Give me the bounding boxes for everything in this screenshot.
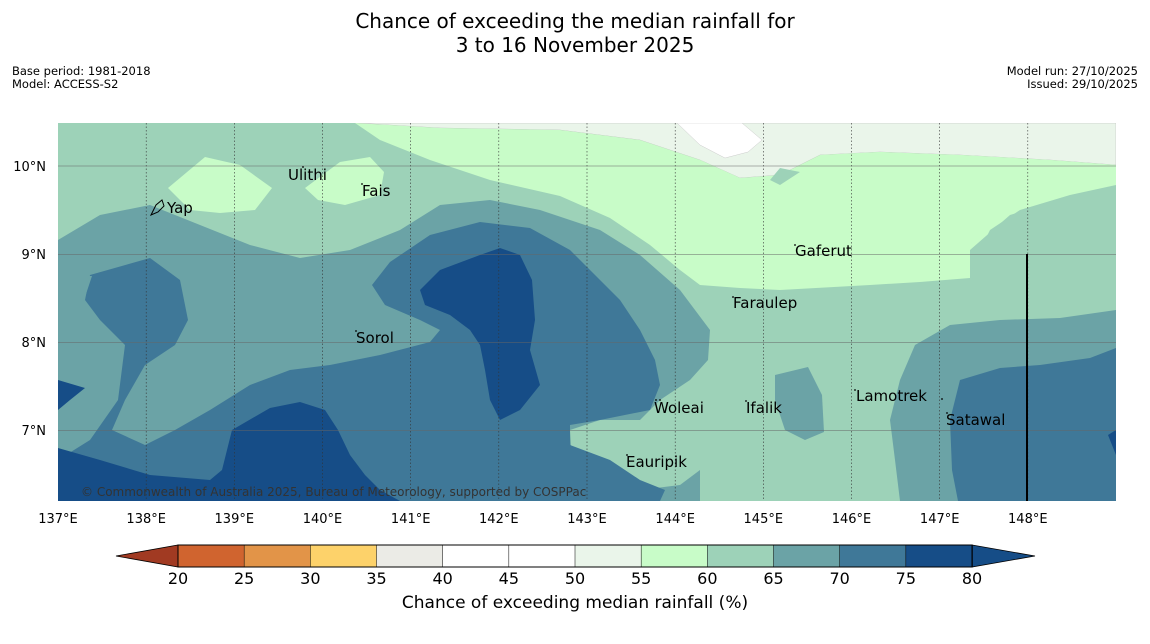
colorbar-tick-label: 35 xyxy=(366,569,386,588)
place-label-yap: Yap xyxy=(166,199,193,217)
lon-tick: 146°E xyxy=(832,512,872,527)
lon-tick: 138°E xyxy=(126,512,166,527)
colorbar-cell xyxy=(640,544,709,568)
yap-island-icon xyxy=(149,199,165,216)
model-name: Model: ACCESS-S2 xyxy=(12,77,119,91)
place-label-fais: Fais xyxy=(362,182,391,200)
lon-tick: 144°E xyxy=(655,512,695,527)
latitude-gridlines xyxy=(58,165,1116,431)
metadata-left: Base period: 1981-2018 Model: ACCESS-S2 xyxy=(12,65,151,91)
contour-band-80-plus-central xyxy=(420,248,540,420)
lon-tick: 145°E xyxy=(744,512,784,527)
place-label-woleai: Woleai xyxy=(654,399,704,417)
latitude-axis: 10°N 9°N 8°N 7°N xyxy=(13,160,46,439)
colorbar-tick-label: 40 xyxy=(432,569,452,588)
colorbar-cell xyxy=(243,544,312,568)
contour-band-70-75-ifalik xyxy=(775,367,824,440)
lat-tick: 9°N xyxy=(22,248,47,263)
colorbar-low-extend xyxy=(115,544,179,568)
issued-date: Issued: 29/10/2025 xyxy=(1027,77,1138,91)
colorbar-tick-label: 25 xyxy=(234,569,254,588)
colorbar-cell xyxy=(310,544,378,568)
colorbar-tick-label: 50 xyxy=(565,569,585,588)
contour-band-50-55 xyxy=(676,123,763,159)
colorbar-frame xyxy=(177,544,973,568)
colorbar-cell xyxy=(905,544,973,568)
lon-tick: 139°E xyxy=(215,512,255,527)
place-label-ulithi: Ulithi xyxy=(288,166,327,184)
colorbar-cells xyxy=(177,544,973,568)
colorbar-tick-label: 80 xyxy=(962,569,982,588)
title-line-1: Chance of exceeding the median rainfall … xyxy=(355,9,795,33)
place-label-satawal: Satawal xyxy=(946,411,1005,429)
colorbar-label: Chance of exceeding median rainfall (%) xyxy=(401,593,749,613)
map-area: Yap Ulithi Fais Sorol Gaferut Faraulep W… xyxy=(58,123,1116,501)
colorbar-tick-label: 70 xyxy=(829,569,849,588)
colorbar-tick-label: 30 xyxy=(300,569,320,588)
lon-tick: 142°E xyxy=(479,512,519,527)
model-run: Model run: 27/10/2025 xyxy=(1006,64,1138,78)
colorbar-cell xyxy=(177,544,245,568)
colorbar-tick-label: 45 xyxy=(499,569,519,588)
place-label-gaferut: Gaferut xyxy=(795,242,852,260)
colorbar-cell xyxy=(442,544,510,568)
place-label-sorol: Sorol xyxy=(356,329,394,347)
lat-tick: 7°N xyxy=(22,424,47,439)
lon-tick: 137°E xyxy=(38,512,78,527)
longitude-axis: 137°E 138°E 139°E 140°E 141°E 142°E 143°… xyxy=(38,512,1047,527)
lon-tick: 147°E xyxy=(920,512,960,527)
colorbar-tick-label: 55 xyxy=(631,569,651,588)
colorbar-cell xyxy=(773,544,841,568)
colorbar-tick-label: 60 xyxy=(697,569,717,588)
colorbar-cell xyxy=(376,544,444,568)
base-period: Base period: 1981-2018 xyxy=(12,64,151,78)
contour-band-60-65-yap xyxy=(168,157,272,213)
lat-tick: 8°N xyxy=(22,336,47,351)
metadata-right: Model run: 27/10/2025 Issued: 29/10/2025 xyxy=(1007,65,1138,91)
lon-tick: 143°E xyxy=(567,512,607,527)
contour-band-60-65-fais xyxy=(305,157,384,205)
place-label-eauripik: Eauripik xyxy=(626,453,687,471)
lon-tick: 148°E xyxy=(1008,512,1048,527)
place-label-lamotrek: Lamotrek xyxy=(856,387,927,405)
colorbar-cell xyxy=(508,544,576,568)
contour-band-75-80-east xyxy=(950,348,1116,501)
lon-tick: 141°E xyxy=(391,512,431,527)
place-label-faraulep: Faraulep xyxy=(733,294,797,312)
chart-title: Chance of exceeding the median rainfall … xyxy=(0,9,1150,57)
copyright-notice: © Commonwealth of Australia 2025, Bureau… xyxy=(81,485,586,499)
colorbar-tick-label: 75 xyxy=(896,569,916,588)
colorbar-cell xyxy=(707,544,775,568)
colorbar-tick-label: 65 xyxy=(763,569,783,588)
longitude-gridlines xyxy=(145,123,1029,501)
title-line-2: 3 to 16 November 2025 xyxy=(455,33,695,57)
island-markers xyxy=(149,166,948,456)
colorbar-ticks: 20 25 30 35 40 45 50 55 60 65 70 75 80 xyxy=(168,569,982,588)
colorbar: 20 25 30 35 40 45 50 55 60 65 70 75 80 xyxy=(115,544,1036,588)
contour-band-80-plus-south xyxy=(58,402,400,501)
colorbar-tick-label: 20 xyxy=(168,569,188,588)
lon-tick: 140°E xyxy=(303,512,343,527)
colorbar-high-extend xyxy=(971,544,1036,568)
place-label-ifalik: Ifalik xyxy=(746,399,782,417)
lat-tick: 10°N xyxy=(13,160,46,175)
colorbar-cell xyxy=(839,544,907,568)
colorbar-cell xyxy=(574,544,642,568)
